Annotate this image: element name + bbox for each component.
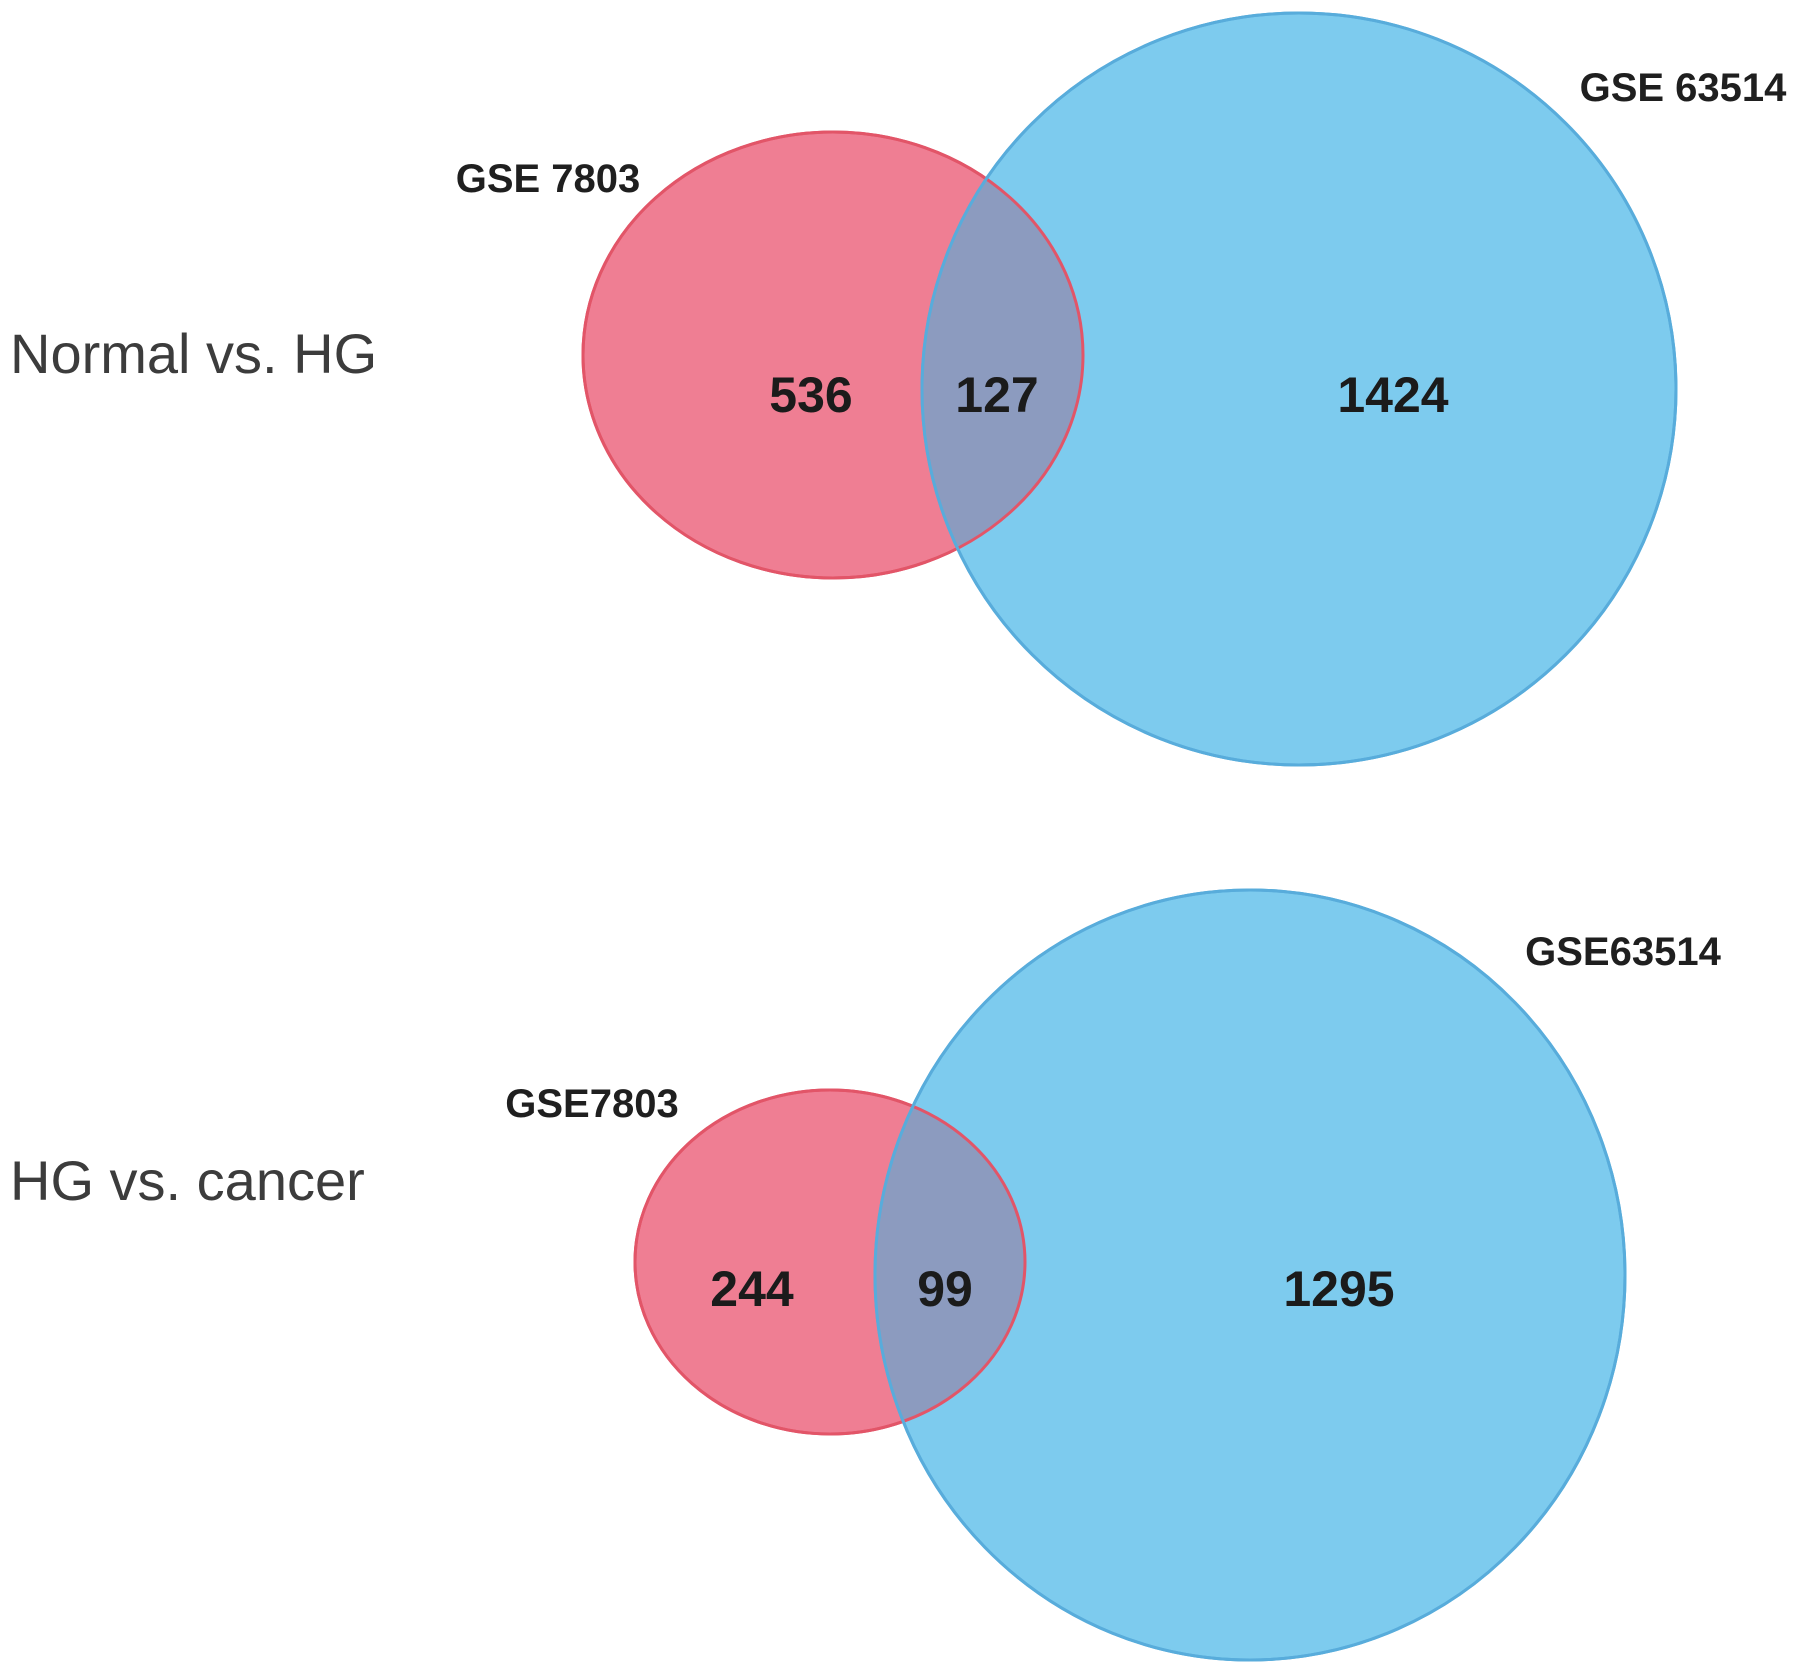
- venn-top: Normal vs. HG GSE 7803 GSE 63514 536 127…: [10, 11, 1788, 767]
- venn-bottom-seta-count: 244: [710, 1261, 794, 1317]
- venn-bottom-row-label: HG vs. cancer: [10, 1149, 365, 1212]
- venn-top-overlap-count: 127: [955, 367, 1038, 423]
- venn-top-seta-count: 536: [769, 367, 852, 423]
- venn-bottom-seta-label: GSE7803: [505, 1082, 678, 1126]
- venn-top-setb-count: 1424: [1337, 367, 1448, 423]
- venn-bottom-pink-outline: [633, 1088, 1027, 1436]
- venn-top-setb-label: GSE 63514: [1580, 66, 1788, 110]
- venn-bottom-setb-label: GSE63514: [1525, 930, 1721, 974]
- venn-top-row-label: Normal vs. HG: [10, 322, 377, 385]
- venn-bottom-blue-outline: [873, 888, 1627, 1662]
- venn-top-seta-label: GSE 7803: [456, 157, 641, 201]
- venn-bottom: HG vs. cancer GSE7803 GSE63514 244 99 12…: [10, 888, 1722, 1662]
- venn-bottom-overlap-count: 99: [917, 1261, 973, 1317]
- venn-top-blue-outline: [920, 11, 1678, 767]
- venn-bottom-setb-count: 1295: [1283, 1261, 1394, 1317]
- venn-top-pink-outline: [581, 130, 1085, 580]
